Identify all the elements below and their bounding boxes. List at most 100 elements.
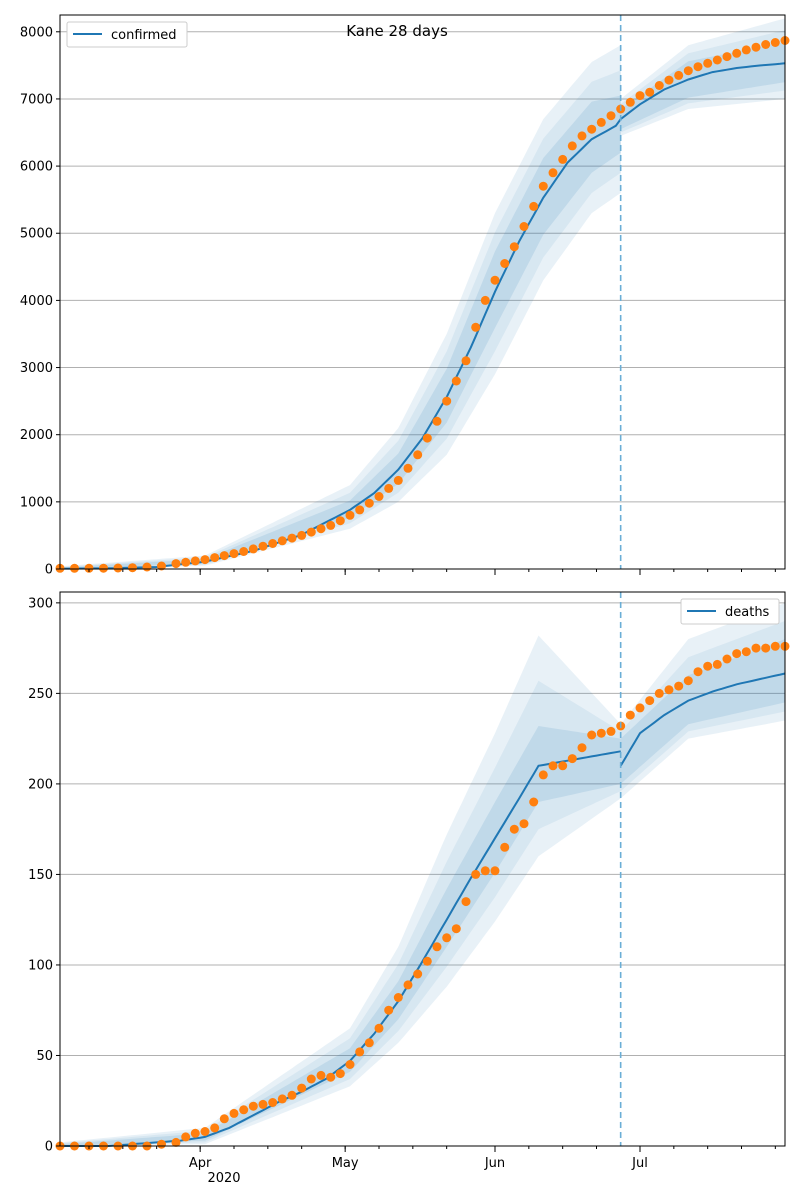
observed-point — [355, 1047, 365, 1057]
observed-point — [219, 1114, 229, 1124]
observed-point — [751, 42, 761, 52]
y-tick-label: 200 — [28, 777, 53, 792]
observed-point — [70, 563, 79, 573]
observed-point — [142, 562, 152, 572]
deaths-legend-box — [680, 598, 780, 625]
x-tick-label: Jul — [631, 1156, 648, 1171]
observed-point — [664, 75, 674, 85]
observed-point — [442, 933, 452, 943]
observed-point — [403, 463, 413, 473]
observed-point — [645, 696, 655, 706]
observed-point — [422, 433, 432, 443]
confirmed-legend-box — [66, 21, 188, 48]
x-tick-label: Jun — [484, 1156, 505, 1171]
observed-point — [326, 520, 336, 530]
observed-point — [529, 797, 539, 807]
observed-point — [374, 1023, 384, 1033]
observed-point — [625, 710, 635, 720]
observed-point — [606, 726, 616, 736]
observed-point — [741, 647, 751, 657]
observed-point — [113, 563, 123, 573]
observed-point — [190, 556, 200, 566]
observed-point — [268, 1098, 278, 1107]
observed-point — [490, 866, 500, 876]
observed-point — [500, 842, 510, 852]
observed-point — [306, 527, 316, 537]
confirmed-plot-area — [60, 15, 785, 569]
observed-point — [210, 553, 220, 563]
observed-point — [239, 1105, 249, 1115]
observed-point — [770, 38, 780, 47]
observed-point — [548, 168, 558, 178]
deaths-panel: 0 50 100 150 200 250 300 Apr May Jun Jul deaths 2… — [28, 591, 790, 1186]
deaths-plot-area — [60, 592, 785, 1146]
confirmed-observed-points — [55, 36, 790, 573]
observed-point — [413, 450, 423, 460]
y-tick-label: 100 — [28, 958, 53, 973]
x-axis-year-label: 2020 — [207, 1171, 240, 1186]
y-tick-label: 8000 — [20, 25, 53, 40]
inner-uncertainty-band — [60, 639, 785, 1146]
observed-point — [181, 1132, 191, 1142]
observed-point — [345, 510, 355, 520]
observed-point — [587, 730, 597, 740]
outer-uncertainty-band — [60, 602, 785, 1146]
observed-point — [393, 993, 403, 1002]
observed-point — [229, 549, 239, 559]
observed-point — [635, 703, 645, 713]
observed-point — [171, 1137, 181, 1147]
observed-point — [509, 824, 519, 834]
observed-point — [712, 659, 722, 669]
observed-point — [490, 275, 500, 285]
observed-point — [335, 1069, 345, 1079]
observed-point — [548, 761, 558, 771]
observed-point — [364, 1038, 374, 1048]
observed-point — [364, 498, 374, 508]
observed-point — [384, 483, 394, 493]
observed-point — [258, 1099, 268, 1109]
observed-point — [297, 530, 307, 540]
observed-point — [732, 649, 742, 659]
observed-point — [403, 980, 413, 990]
observed-point — [316, 1070, 326, 1080]
observed-point — [248, 544, 258, 554]
deaths-legend: deaths — [680, 598, 780, 625]
y-tick-label: 50 — [36, 1049, 53, 1064]
observed-point — [683, 676, 693, 686]
observed-point — [567, 754, 577, 764]
middle-uncertainty-band — [620, 30, 785, 133]
y-tick-label: 5000 — [20, 227, 53, 242]
observed-point — [451, 924, 461, 934]
confirmed-legend: confirmed — [66, 21, 188, 48]
observed-point — [674, 70, 684, 80]
observed-point — [248, 1101, 258, 1111]
observed-point — [287, 1090, 297, 1100]
y-tick-label: 3000 — [20, 361, 53, 376]
observed-point — [567, 141, 577, 151]
observed-point — [654, 81, 664, 90]
observed-point — [606, 111, 616, 121]
observed-point — [645, 87, 655, 97]
observed-point — [480, 295, 490, 305]
observed-point — [413, 969, 423, 979]
y-tick-label: 2000 — [20, 428, 53, 443]
observed-point — [461, 897, 471, 907]
observed-point — [306, 1074, 316, 1084]
confirmed-y-axis: 0 1000 2000 3000 4000 5000 6000 7000 8000 — [20, 25, 60, 578]
observed-point — [732, 48, 742, 58]
deaths-bands — [60, 602, 785, 1146]
observed-point — [277, 1094, 287, 1104]
observed-point — [577, 743, 587, 753]
confirmed-legend-label: confirmed — [111, 28, 177, 43]
observed-point — [200, 555, 210, 565]
fit-line — [59, 62, 786, 570]
observed-point — [693, 667, 703, 677]
deaths-plot-frame — [59, 591, 786, 1147]
observed-point — [84, 563, 94, 573]
fit-line — [619, 672, 786, 767]
observed-point — [210, 1123, 220, 1133]
y-tick-label: 7000 — [20, 92, 53, 107]
observed-point — [761, 40, 771, 49]
observed-point — [239, 547, 249, 556]
observed-point — [181, 557, 191, 567]
